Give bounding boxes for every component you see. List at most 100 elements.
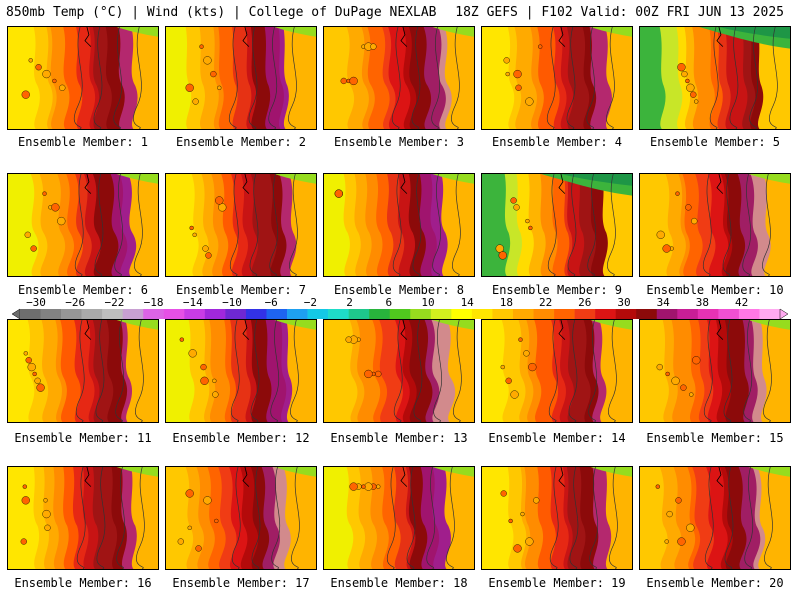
ensemble-member-map — [481, 466, 633, 570]
ensemble-member-label: Ensemble Member: 11 — [14, 431, 152, 445]
ensemble-member-map — [639, 466, 791, 570]
map-title: 850mb Temp (°C) | Wind (kts) | College o… — [6, 5, 437, 20]
ensemble-member-map — [323, 173, 475, 277]
colorbar-tick-label: 2 — [346, 296, 353, 309]
ensemble-member-map — [7, 466, 159, 570]
colorbar-swatch — [738, 309, 760, 319]
ensemble-member-label: Ensemble Member: 16 — [14, 576, 152, 590]
colorbar-tick-label: 22 — [538, 296, 553, 309]
colorbar-swatch — [759, 309, 781, 319]
ensemble-member-label: Ensemble Member: 3 — [333, 135, 465, 149]
ensemble-member-label: Ensemble Member: 10 — [646, 283, 784, 297]
ensemble-member-label: Ensemble Member: 18 — [330, 576, 468, 590]
run-info: 18Z GEFS | F102 Valid: 00Z FRI JUN 13 20… — [455, 5, 784, 20]
colorbar-swatch — [40, 309, 62, 319]
colorbar-swatch — [656, 309, 678, 319]
colorbar-swatch — [122, 309, 144, 319]
ensemble-member-map — [639, 26, 791, 130]
colorbar-swatch — [554, 309, 575, 319]
ensemble-member-label: Ensemble Member: 15 — [646, 431, 784, 445]
colorbar-swatch — [184, 309, 206, 319]
ensemble-member-label: Ensemble Member: 13 — [330, 431, 468, 445]
temperature-colorbar — [12, 308, 788, 320]
colorbar-swatch — [697, 309, 719, 319]
ensemble-member-map — [323, 319, 475, 423]
colorbar-swatch — [143, 309, 165, 319]
ensemble-member-map — [639, 319, 791, 423]
colorbar-swatch — [389, 309, 411, 319]
colorbar-swatch — [512, 309, 534, 319]
colorbar-tick-label: 30 — [617, 296, 631, 309]
colorbar-swatch — [245, 309, 267, 319]
colorbar-min-arrow — [12, 308, 21, 320]
ensemble-member-label: Ensemble Member: 19 — [488, 576, 626, 590]
ensemble-member-label: Ensemble Member: 8 — [333, 283, 465, 297]
ensemble-member-map — [165, 26, 317, 130]
ensemble-member-map — [323, 26, 475, 130]
ensemble-member-map — [481, 319, 633, 423]
colorbar-tick-label: −30 — [26, 296, 46, 309]
colorbar-swatch — [61, 309, 82, 319]
ensemble-member-label: Ensemble Member: 5 — [649, 135, 781, 149]
ensemble-member-map — [7, 173, 159, 277]
colorbar-tick-label: 10 — [421, 296, 435, 309]
colorbar-swatch — [307, 309, 329, 319]
colorbar-swatch — [328, 309, 349, 319]
colorbar-max-arrow — [779, 308, 788, 320]
colorbar-tick-label: −22 — [104, 296, 125, 309]
ensemble-member-map — [7, 26, 159, 130]
colorbar-swatch — [204, 309, 226, 319]
colorbar-swatch — [225, 309, 247, 319]
ensemble-member-label: Ensemble Member: 20 — [646, 576, 784, 590]
colorbar-tick-label: 42 — [734, 296, 749, 309]
colorbar-tick-label: 26 — [578, 296, 592, 309]
ensemble-member-map — [165, 466, 317, 570]
colorbar-swatch — [102, 309, 124, 319]
ensemble-member-label: Ensemble Member: 17 — [172, 576, 310, 590]
ensemble-member-label: Ensemble Member: 9 — [491, 283, 623, 297]
colorbar-swatch — [410, 309, 432, 319]
colorbar-swatch — [615, 309, 637, 319]
colorbar-swatch — [471, 309, 493, 319]
colorbar-swatch — [595, 309, 616, 319]
colorbar-tick-label: −10 — [222, 296, 242, 309]
colorbar-swatch — [287, 309, 308, 319]
ensemble-member-map — [165, 319, 317, 423]
ensemble-member-map — [481, 26, 633, 130]
ensemble-member-label: Ensemble Member: 4 — [491, 135, 623, 149]
colorbar-tick-label: 34 — [656, 296, 670, 309]
colorbar-swatch — [636, 309, 658, 319]
colorbar-swatch — [348, 309, 370, 319]
ensemble-member-map — [7, 319, 159, 423]
ensemble-member-label: Ensemble Member: 2 — [175, 135, 307, 149]
colorbar-swatch — [677, 309, 699, 319]
colorbar-tick-label: −14 — [182, 296, 203, 309]
colorbar-tick-label: 14 — [460, 296, 474, 309]
ensemble-member-map — [639, 173, 791, 277]
colorbar-swatch — [369, 309, 391, 319]
colorbar-tick-label: −18 — [143, 296, 164, 309]
ensemble-member-label: Ensemble Member: 6 — [17, 283, 149, 297]
colorbar-tick-label: −26 — [65, 296, 86, 309]
colorbar-swatch — [451, 309, 473, 319]
colorbar-swatch — [718, 309, 740, 319]
ensemble-member-label: Ensemble Member: 12 — [172, 431, 310, 445]
ensemble-member-label: Ensemble Member: 14 — [488, 431, 626, 445]
colorbar-swatch — [574, 309, 596, 319]
colorbar-swatch — [20, 309, 41, 319]
colorbar-swatch — [533, 309, 555, 319]
colorbar-tick-label: 38 — [695, 296, 710, 309]
ensemble-member-map — [323, 466, 475, 570]
ensemble-member-label: Ensemble Member: 7 — [175, 283, 307, 297]
colorbar-tick-label: −6 — [264, 296, 278, 309]
ensemble-member-label: Ensemble Member: 1 — [17, 135, 149, 149]
colorbar-swatch — [430, 309, 452, 319]
colorbar-tick-label: 18 — [499, 296, 514, 309]
colorbar-tick-label: −2 — [303, 296, 318, 309]
ensemble-member-map — [165, 173, 317, 277]
colorbar-tick-label: 6 — [385, 296, 393, 309]
ensemble-member-map — [481, 173, 633, 277]
colorbar-swatch — [492, 309, 514, 319]
colorbar-swatch — [163, 309, 185, 319]
colorbar-swatch — [81, 309, 103, 319]
